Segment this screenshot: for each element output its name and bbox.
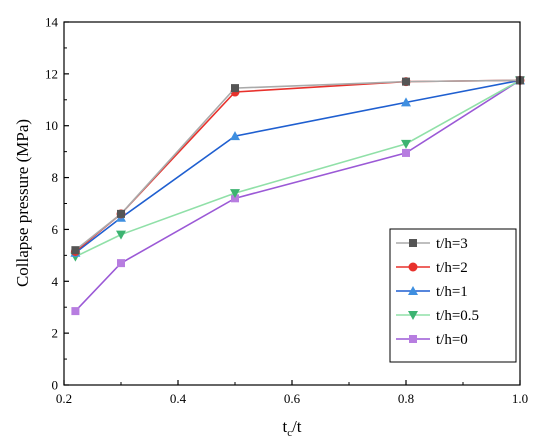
legend-entry: t/h=0	[396, 332, 468, 348]
legend-items: t/h=3 t/h=2 t/h=1 t/h=0.5 t/h=0	[396, 236, 479, 348]
legend-entry: t/h=1	[396, 284, 468, 300]
x-tick-label: 0.6	[284, 391, 301, 406]
legend-label: t/h=3	[436, 236, 468, 252]
legend-marker	[408, 262, 418, 272]
y-tick-label: 12	[45, 66, 58, 81]
legend-entry: t/h=2	[396, 260, 468, 276]
data-point	[402, 148, 410, 157]
y-tick-label: 6	[52, 222, 59, 237]
x-tick-label: 0.2	[56, 391, 72, 406]
data-point	[230, 131, 240, 141]
data-point	[231, 84, 239, 93]
data-point	[117, 209, 125, 218]
data-point	[71, 246, 80, 255]
legend-marker	[408, 286, 418, 295]
data-point	[401, 139, 411, 149]
data-point	[230, 189, 240, 199]
x-tick-label: 0.4	[170, 391, 187, 406]
data-point	[116, 230, 126, 240]
legend-entry: t/h=3	[396, 236, 468, 252]
legend-marker	[409, 335, 417, 343]
plot-frame	[63, 21, 521, 386]
x-axis-label-tail: /t	[292, 417, 302, 436]
y-tick-label: 14	[45, 15, 59, 30]
legend-label: t/h=0.5	[436, 308, 479, 324]
legend: t/h=3 t/h=2 t/h=1 t/h=0.5 t/h=0	[389, 228, 517, 363]
legend-label: t/h=1	[436, 284, 468, 300]
data-point	[402, 77, 410, 86]
y-tick-label: 2	[52, 326, 59, 341]
legend-marker	[408, 311, 418, 320]
x-tick-label: 1.0	[512, 391, 528, 406]
y-tick-label: 0	[52, 378, 59, 393]
data-point	[117, 259, 125, 268]
y-tick-label: 8	[52, 170, 59, 185]
series-layer	[70, 75, 525, 316]
x-axis-label-sub: c	[287, 427, 292, 439]
y-axis-label: Collapse pressure (MPa)	[13, 119, 32, 287]
x-tick-label: 0.8	[398, 391, 414, 406]
legend-entry: t/h=0.5	[396, 308, 479, 324]
series-line	[74, 79, 521, 251]
data-point	[401, 97, 411, 107]
x-axis-label: tc/t	[282, 417, 301, 439]
series-line	[74, 79, 521, 253]
legend-label: t/h=0	[436, 332, 468, 348]
y-tick-label: 4	[52, 274, 59, 289]
x-axis-label-main: t	[282, 417, 287, 436]
data-point	[71, 307, 80, 316]
legend-label: t/h=2	[436, 260, 468, 276]
legend-marker	[409, 239, 417, 247]
data-point	[231, 194, 239, 203]
y-tick-label: 10	[45, 118, 58, 133]
